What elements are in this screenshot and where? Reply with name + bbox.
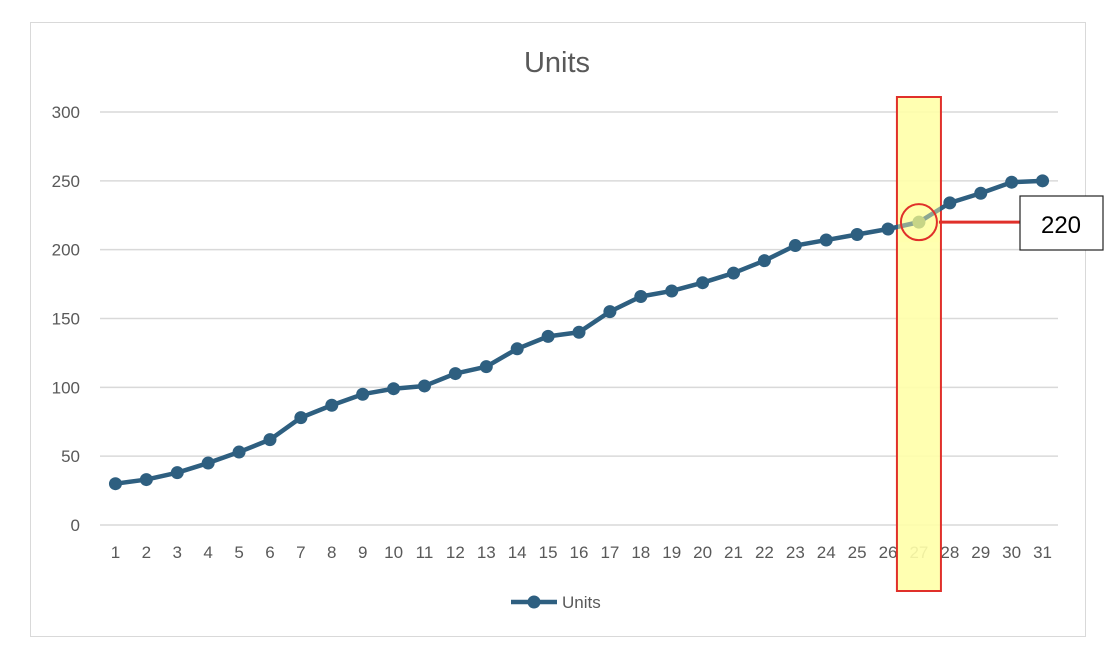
y-tick-label: 200 — [52, 241, 80, 260]
annotation-label: 220 — [1041, 212, 1081, 239]
x-tick-label: 20 — [693, 543, 712, 562]
data-point — [201, 456, 215, 470]
chart-frame — [30, 22, 1086, 637]
y-tick-label: 100 — [52, 378, 80, 397]
x-tick-label: 12 — [446, 543, 465, 562]
x-tick-label: 19 — [662, 543, 681, 562]
data-point — [541, 329, 555, 343]
x-tick-label: 10 — [384, 543, 403, 562]
data-point — [356, 387, 370, 401]
x-tick-label: 24 — [817, 543, 836, 562]
data-point — [912, 215, 926, 229]
data-point — [479, 360, 493, 374]
x-tick-label: 25 — [848, 543, 867, 562]
data-point — [325, 398, 339, 412]
data-point — [634, 289, 648, 303]
data-point — [757, 254, 771, 268]
x-tick-label: 16 — [570, 543, 589, 562]
data-point — [448, 367, 462, 381]
x-tick-label: 26 — [879, 543, 898, 562]
x-tick-label: 14 — [508, 543, 527, 562]
x-tick-label: 30 — [1002, 543, 1021, 562]
x-tick-label: 8 — [327, 543, 336, 562]
x-tick-label: 11 — [416, 543, 434, 562]
data-point — [850, 228, 864, 242]
highlight-overlay — [897, 202, 940, 243]
x-tick-label: 15 — [539, 543, 558, 562]
data-point — [665, 284, 679, 298]
x-tick-label: 2 — [142, 543, 151, 562]
x-tick-label: 21 — [724, 543, 743, 562]
x-tick-label: 17 — [600, 543, 619, 562]
x-tick-label: 1 — [111, 543, 120, 562]
x-tick-label: 6 — [265, 543, 274, 562]
data-point — [108, 477, 122, 491]
legend-marker — [527, 595, 541, 609]
x-tick-label: 29 — [971, 543, 990, 562]
data-point — [232, 445, 246, 459]
data-point — [263, 433, 277, 447]
x-tick-label: 22 — [755, 543, 774, 562]
x-tick-label: 31 — [1033, 543, 1052, 562]
data-point — [788, 239, 802, 253]
highlight-band — [895, 96, 942, 592]
data-point — [881, 222, 895, 236]
data-point — [727, 266, 741, 280]
data-point — [294, 411, 308, 425]
data-point — [417, 379, 431, 393]
data-point — [696, 276, 710, 290]
data-point — [139, 473, 153, 487]
data-point — [1005, 175, 1019, 189]
data-point — [943, 196, 957, 210]
x-tick-label: 5 — [234, 543, 243, 562]
x-tick-label: 23 — [786, 543, 805, 562]
x-tick-label: 18 — [631, 543, 650, 562]
y-tick-label: 250 — [52, 172, 80, 191]
y-tick-label: 300 — [52, 103, 80, 122]
data-point — [603, 305, 617, 319]
x-tick-label: 28 — [940, 543, 959, 562]
data-point — [510, 342, 524, 356]
data-point — [572, 325, 586, 339]
x-tick-label: 4 — [203, 543, 212, 562]
chart-title: Units — [524, 47, 590, 79]
y-tick-label: 150 — [52, 310, 80, 329]
annotation-box — [1019, 195, 1104, 251]
x-tick-label: 9 — [358, 543, 367, 562]
data-point — [1036, 174, 1050, 188]
x-tick-label: 13 — [477, 543, 496, 562]
data-point — [819, 233, 833, 247]
y-tick-label: 50 — [61, 447, 80, 466]
data-point — [974, 186, 988, 200]
data-point — [387, 382, 401, 396]
legend-label: Units — [562, 593, 601, 612]
x-tick-label: 7 — [296, 543, 305, 562]
y-tick-label: 0 — [71, 516, 80, 535]
highlight-circle — [899, 203, 938, 242]
data-point — [170, 466, 184, 480]
x-tick-label: 3 — [173, 543, 182, 562]
